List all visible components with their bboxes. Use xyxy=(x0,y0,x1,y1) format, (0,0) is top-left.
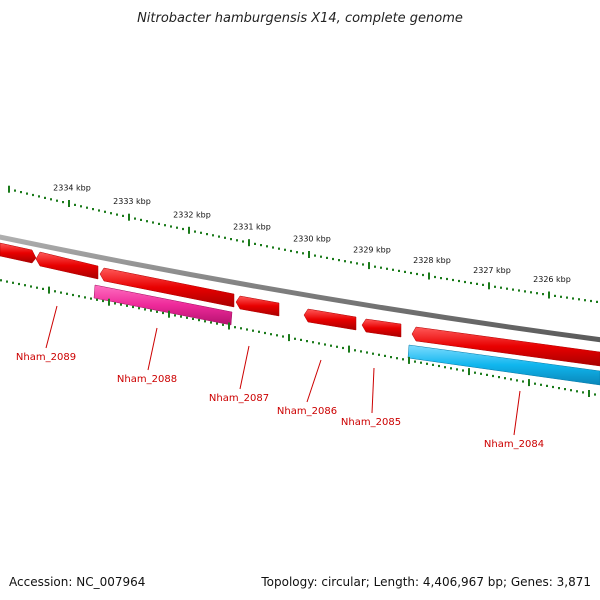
gene-labels: Nham_2089 Nham_2088 Nham_2087 Nham_2086 … xyxy=(16,352,544,450)
leader-nham-2087 xyxy=(239,345,250,390)
leader-nham-2086 xyxy=(306,359,322,403)
leader-nham-2084 xyxy=(513,390,521,436)
inner-scale-ticks xyxy=(0,279,596,397)
gene-nham-2088-bar[interactable] xyxy=(93,284,233,326)
leader-nham-2088 xyxy=(147,327,158,371)
scale-tick-label: 2327 kbp xyxy=(473,266,511,275)
gene-nham-2089-arrow[interactable] xyxy=(0,242,37,264)
gene-label[interactable]: Nham_2084 xyxy=(484,439,544,450)
scale-tick-label: 2332 kbp xyxy=(173,210,211,219)
scale-tick-label: 2333 kbp xyxy=(113,197,151,206)
genome-summary-text: Topology: circular; Length: 4,406,967 bp… xyxy=(260,575,591,589)
scale-tick-label: 2331 kbp xyxy=(233,223,271,232)
scale-tick-label: 2326 kbp xyxy=(533,275,571,284)
gene-label[interactable]: Nham_2089 xyxy=(16,352,76,363)
map-title: Nitrobacter hamburgensis X14, complete g… xyxy=(137,11,463,26)
scale-tick-label: 2330 kbp xyxy=(293,235,331,244)
gene-label[interactable]: Nham_2087 xyxy=(209,393,269,404)
outer-scale-labels: 2334 kbp 2333 kbp 2332 kbp 2331 kbp 2330 kbp… xyxy=(53,184,571,285)
gene-nham-2086-arrow[interactable] xyxy=(303,308,357,331)
gene-leader-lines xyxy=(45,305,521,436)
scale-tick-label: 2328 kbp xyxy=(413,256,451,265)
gene-features xyxy=(0,242,600,386)
gene-nham-2085-arrow[interactable] xyxy=(361,318,402,338)
gene-label[interactable]: Nham_2085 xyxy=(341,417,401,428)
scale-tick-label: 2329 kbp xyxy=(353,246,391,255)
gene-nham-2084-bar[interactable] xyxy=(407,344,600,386)
gene-label[interactable]: Nham_2086 xyxy=(277,406,337,417)
outer-scale-ticks xyxy=(8,185,598,303)
genome-backbone xyxy=(0,234,600,343)
gene-nham-2084-neighbor-arrow[interactable] xyxy=(411,326,600,367)
leader-nham-2089 xyxy=(45,305,58,349)
gene-nham-2087-arrow[interactable] xyxy=(99,267,235,308)
leader-nham-2085 xyxy=(371,367,375,414)
gene-nham-2087b-arrow[interactable] xyxy=(235,295,280,317)
gene-nham-2088-neighbor-arrow[interactable] xyxy=(35,251,99,280)
scale-tick-label: 2334 kbp xyxy=(53,184,91,193)
gene-label[interactable]: Nham_2088 xyxy=(117,374,177,385)
accession-text: Accession: NC_007964 xyxy=(9,575,145,589)
